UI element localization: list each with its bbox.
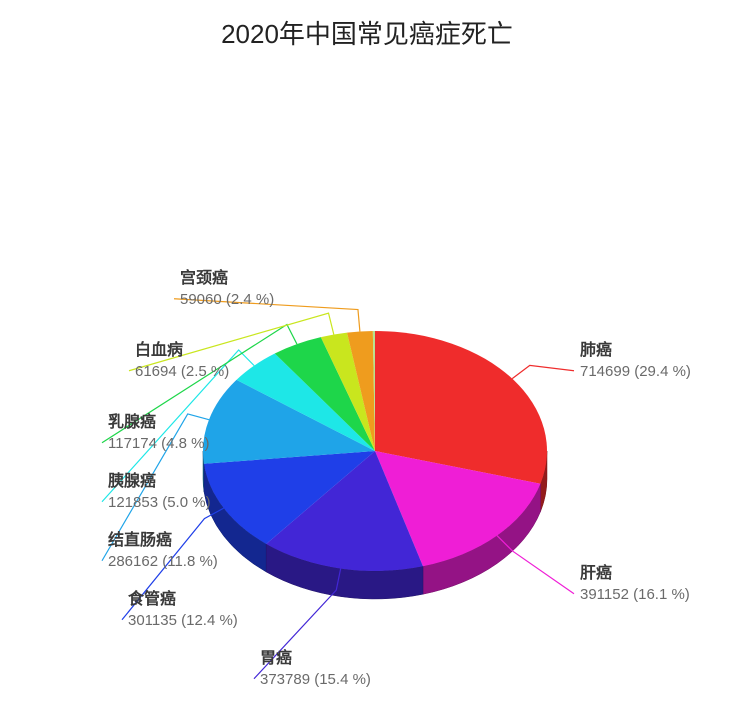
slice-label-value: 714699 (29.4 %) [580, 363, 691, 380]
leader-line [512, 365, 574, 378]
slice-label-value: 59060 (2.4 %) [180, 291, 274, 308]
slice-label-value: 121853 (5.0 %) [108, 494, 211, 511]
slice-label-name: 白血病 [135, 340, 183, 359]
slice-label-name: 胰腺癌 [108, 471, 156, 490]
slice-label-name: 食管癌 [127, 589, 176, 608]
slice-label-name: 乳腺癌 [108, 412, 156, 431]
pie-chart: 肺癌 714699 (29.4 %) 肝癌 391152 (16.1 %) 胃癌 3737… [0, 51, 734, 691]
slice-label-name: 结直肠癌 [107, 530, 172, 549]
slice-label-value: 286162 (11.8 %) [108, 553, 218, 570]
slice-label-value: 373789 (15.4 %) [260, 671, 371, 688]
slice-label-name: 肝癌 [580, 563, 612, 582]
slice-label-value: 117174 (4.8 %) [108, 435, 209, 452]
slice-label-value: 391152 (16.1 %) [580, 586, 690, 603]
slice-label-value: 301135 (12.4 %) [128, 612, 238, 629]
slice-label-name: 肺癌 [580, 340, 612, 359]
slice-label-name: 宫颈癌 [180, 268, 228, 287]
chart-title: 2020年中国常见癌症死亡 [0, 0, 734, 51]
slice-label-value: 61694 (2.5 %) [135, 363, 229, 380]
slice-label-name: 胃癌 [260, 648, 292, 667]
